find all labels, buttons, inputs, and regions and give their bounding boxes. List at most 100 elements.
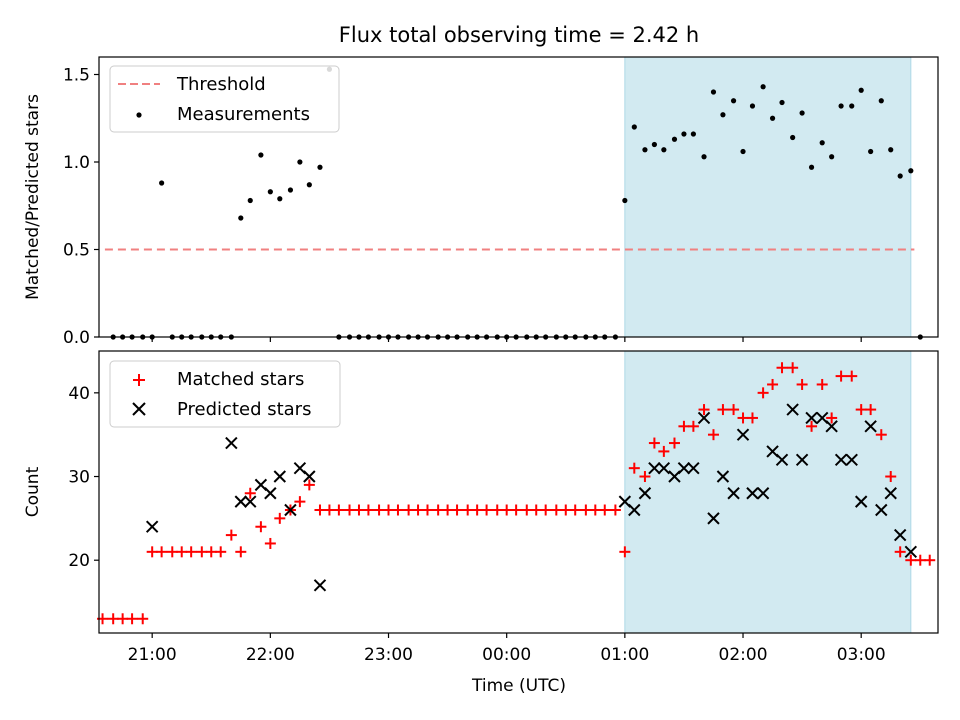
chart-title: Flux total observing time = 2.42 h xyxy=(339,23,699,47)
x-tick-label: 00:00 xyxy=(482,645,531,665)
matched-star-point xyxy=(698,404,710,416)
bottom-x-axis-ticks: 21:00 22:00 23:00 00:00 01:00 02:00 03:00 xyxy=(128,633,886,665)
matched-star-point xyxy=(344,504,356,516)
measurement-point xyxy=(622,197,628,204)
matched-star-point xyxy=(757,387,769,399)
measurement-point xyxy=(159,180,165,186)
measurement-point xyxy=(808,164,815,170)
predicted-star-point xyxy=(313,579,327,592)
matched-star-point xyxy=(235,546,247,558)
y-tick-label: 1.0 xyxy=(63,153,90,173)
predicted-star-point xyxy=(284,503,297,517)
measurement-point xyxy=(701,154,707,160)
predicted-star-point xyxy=(756,487,770,500)
measurement-point xyxy=(671,136,678,142)
legend-predicted-swatch xyxy=(132,402,146,416)
matched-star-point xyxy=(560,504,572,516)
predicted-star-point xyxy=(303,470,316,483)
matched-star-point xyxy=(639,471,651,483)
matched-star-point xyxy=(373,504,385,516)
bottom-y-axis-label: Count xyxy=(23,466,43,517)
measurement-point xyxy=(829,154,835,160)
matched-star-point xyxy=(580,504,592,516)
y-tick-label: 30 xyxy=(68,468,90,488)
measurement-point xyxy=(267,189,273,195)
matched-star-point xyxy=(491,504,503,516)
matched-star-point xyxy=(255,521,267,533)
predicted-star-point xyxy=(795,453,809,466)
measurement-point xyxy=(838,103,844,109)
matched-star-point xyxy=(403,504,415,516)
matched-star-point xyxy=(225,529,237,541)
legend-measurements-swatch xyxy=(136,112,142,118)
predicted-star-point xyxy=(746,487,759,500)
x-tick-label: 01:00 xyxy=(600,645,649,665)
predicted-star-point xyxy=(875,503,888,517)
matched-star-point xyxy=(589,504,601,516)
matched-star-point xyxy=(185,546,197,558)
measurement-point xyxy=(661,147,667,153)
predicted-star-point xyxy=(786,403,799,416)
predicted-star-point xyxy=(893,528,907,542)
legend-threshold-label: Threshold xyxy=(176,74,266,95)
matched-star-point xyxy=(894,546,906,558)
matched-star-point xyxy=(274,512,286,524)
measurement-point xyxy=(799,110,805,116)
predicted-star-point xyxy=(225,436,238,450)
measurement-point xyxy=(790,134,796,141)
measurement-point xyxy=(720,112,726,118)
x-axis-label: Time (UTC) xyxy=(471,676,566,696)
measurement-point xyxy=(878,98,884,104)
predicted-star-point xyxy=(264,487,277,500)
matched-star-point xyxy=(619,546,631,558)
measurement-point xyxy=(858,87,864,93)
bottom-legend: Matched stars Predicted stars xyxy=(109,360,341,428)
matched-star-point xyxy=(215,546,227,558)
matched-star-point xyxy=(323,504,335,516)
matched-star-point xyxy=(412,504,424,516)
predicted-star-point xyxy=(854,495,868,508)
measurement-point xyxy=(306,182,312,188)
measurement-point xyxy=(238,215,244,221)
predicted-stars-points xyxy=(145,403,918,592)
matched-star-point xyxy=(294,496,306,508)
measurement-point xyxy=(681,131,687,137)
matched-star-point xyxy=(422,504,434,516)
matched-star-point xyxy=(717,404,729,416)
matched-star-point xyxy=(914,554,926,566)
predicted-star-point xyxy=(736,428,750,441)
observing-window-shade-bottom xyxy=(624,350,912,634)
matched-star-point xyxy=(481,504,493,516)
matched-star-point xyxy=(678,420,690,432)
measurement-point xyxy=(740,148,746,155)
matched-star-point xyxy=(569,504,581,516)
top-x-axis-ticks xyxy=(151,337,862,342)
measurement-point xyxy=(642,147,648,153)
measurement-point xyxy=(888,147,894,153)
predicted-star-point xyxy=(648,461,661,475)
matched-star-point xyxy=(599,504,611,516)
measurement-point xyxy=(258,152,264,158)
matched-star-point xyxy=(550,504,562,516)
matched-star-point xyxy=(746,412,758,424)
matched-star-point xyxy=(767,378,779,390)
top-panel: Flux total observing time = 2.42 h 0.00.… xyxy=(23,23,939,348)
matched-star-point xyxy=(126,613,138,625)
matched-star-point xyxy=(648,437,660,449)
matched-star-point xyxy=(737,412,749,424)
matched-star-point xyxy=(146,546,158,558)
matched-star-point xyxy=(865,404,877,416)
predicted-star-point xyxy=(864,420,877,433)
predicted-star-point xyxy=(657,461,671,475)
matched-star-point xyxy=(442,504,454,516)
matched-star-point xyxy=(806,420,818,432)
measurement-point xyxy=(868,148,874,155)
matched-star-point xyxy=(501,504,513,516)
predicted-star-point xyxy=(727,487,740,500)
predicted-star-point xyxy=(628,503,641,517)
matched-star-point xyxy=(166,546,178,558)
measurement-point xyxy=(690,131,696,137)
y-tick-label: 20 xyxy=(68,551,90,571)
measurement-point xyxy=(247,197,253,204)
predicted-star-point xyxy=(273,470,287,483)
